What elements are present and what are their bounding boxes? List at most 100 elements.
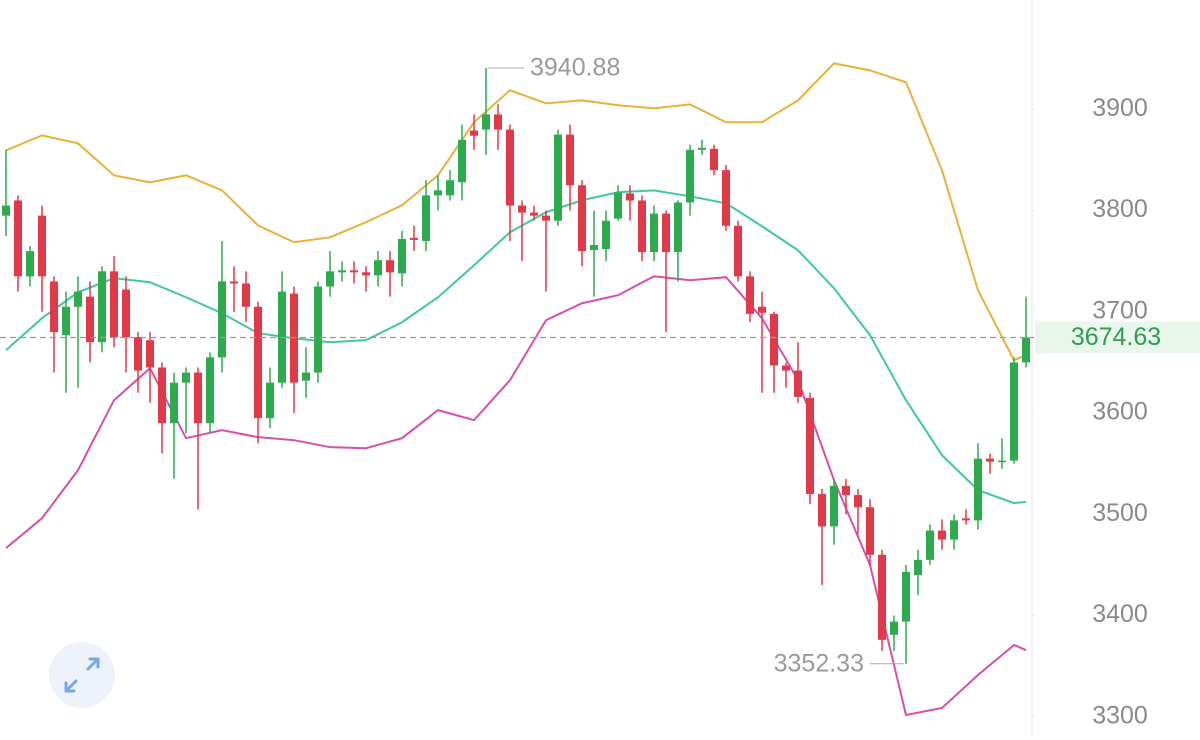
candle-body <box>938 530 946 540</box>
y-tick-label: 3600 <box>1092 398 1148 426</box>
candle-body <box>494 114 502 130</box>
candle-body <box>410 237 418 240</box>
candle-body <box>926 530 934 560</box>
candle-body <box>326 271 334 287</box>
candle-body <box>254 306 262 419</box>
candle-body <box>230 281 238 284</box>
candle-body <box>50 281 58 333</box>
y-tick-label: 3800 <box>1092 195 1148 223</box>
candle-body <box>2 205 10 216</box>
last-price-label: 3674.63 <box>1071 323 1161 351</box>
expand-icon[interactable] <box>64 657 100 693</box>
y-tick-label: 3300 <box>1092 701 1148 729</box>
candle-body <box>566 134 574 186</box>
candle-body <box>482 114 490 130</box>
candle-body <box>14 200 22 277</box>
candle-body <box>806 397 814 495</box>
candle-body <box>374 260 382 276</box>
candle-body <box>62 306 70 336</box>
expand-button[interactable] <box>49 642 115 708</box>
candle-body <box>38 215 46 277</box>
candle-body <box>998 460 1006 463</box>
candle-body <box>434 190 442 196</box>
candle-body <box>398 238 406 274</box>
candle-body <box>638 200 646 253</box>
candle-body <box>578 185 586 252</box>
candle-body <box>782 365 790 371</box>
candle-body <box>170 382 178 424</box>
candle-body <box>710 148 718 171</box>
candle-body <box>878 554 886 640</box>
candle-body <box>1022 337 1030 363</box>
candle-body <box>722 170 730 226</box>
candle-body <box>338 270 346 273</box>
candle-body <box>602 220 610 250</box>
candle-body <box>950 520 958 540</box>
candle-body <box>686 149 694 203</box>
candle-body <box>890 621 898 635</box>
y-tick-label: 3400 <box>1092 600 1148 628</box>
candle-body <box>986 458 994 462</box>
expand-button-bg[interactable] <box>49 642 115 708</box>
candle-body <box>182 372 190 383</box>
candle-body <box>158 367 166 424</box>
min-label: 3352.33 <box>774 649 864 677</box>
candle-body <box>290 293 298 383</box>
max-label: 3940.88 <box>530 54 620 82</box>
candle-body <box>314 286 322 373</box>
candle-body <box>362 272 370 276</box>
candle-body <box>650 213 658 253</box>
candle-body <box>962 518 970 521</box>
candle-body <box>194 372 202 424</box>
candle-body <box>146 340 154 368</box>
candle-body <box>626 193 634 201</box>
candle-body <box>662 213 670 253</box>
candle-body <box>902 572 910 622</box>
candle-body <box>530 212 538 216</box>
candle-body <box>818 494 826 527</box>
band-line <box>5 275 1027 717</box>
candle-body <box>746 276 754 314</box>
candle-body <box>98 271 106 343</box>
y-tick-label: 3900 <box>1092 94 1148 122</box>
candle-body <box>218 281 226 358</box>
candle-body <box>758 306 766 313</box>
candle-body <box>470 130 478 136</box>
candle-body <box>674 202 682 253</box>
candle-body <box>122 289 130 338</box>
candle-body <box>422 195 430 241</box>
candle-body <box>974 458 982 521</box>
candle-body <box>206 357 214 424</box>
candle-body <box>794 370 802 397</box>
candle-body <box>734 225 742 277</box>
candle-body <box>830 485 838 527</box>
candle-body <box>614 192 622 219</box>
candle-body <box>110 271 118 338</box>
last-price-box <box>1035 321 1200 354</box>
candle-body <box>698 147 706 150</box>
band-line <box>5 62 1027 362</box>
candle-body <box>458 139 466 183</box>
candle-body <box>914 559 922 576</box>
candle-body <box>74 291 82 307</box>
candle-body <box>542 215 550 221</box>
candle-body <box>842 485 850 496</box>
candle-body <box>350 270 358 273</box>
candle-body <box>854 495 862 508</box>
candle-body <box>242 283 250 307</box>
candle-body <box>770 313 778 366</box>
candle-body <box>86 296 94 343</box>
candle-body <box>866 507 874 555</box>
y-tick-label: 3500 <box>1092 499 1148 527</box>
band-line <box>5 189 1027 505</box>
candle-body <box>590 245 598 251</box>
candle-body <box>446 180 454 196</box>
candle-body <box>134 337 142 371</box>
y-tick-label: 3700 <box>1092 296 1148 324</box>
candle-body <box>302 372 310 381</box>
candle-body <box>386 260 394 273</box>
candle-body <box>26 251 34 277</box>
candle-body <box>1010 362 1018 461</box>
